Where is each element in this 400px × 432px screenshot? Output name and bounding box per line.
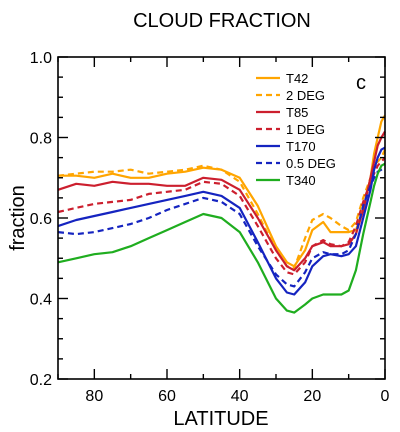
legend-label: 2 DEG: [286, 88, 325, 103]
legend-label: T170: [286, 139, 316, 154]
y-tick-label: 1.0: [30, 50, 52, 67]
x-tick-label: 20: [303, 388, 321, 405]
series-line-t85: [57, 130, 386, 272]
series-line-t170: [57, 146, 386, 296]
x-tick-label: 40: [231, 388, 249, 405]
axis-ticks: 80 60 40 20 0 0.2 0.4 0.6 0.8 1.0: [30, 50, 390, 405]
legend-label: 1 DEG: [286, 122, 325, 137]
x-axis-title: LATITUDE: [173, 408, 268, 430]
y-tick-label: 0.6: [30, 211, 52, 228]
chart-title: CLOUD FRACTION: [133, 10, 311, 32]
y-tick-label: 0.2: [30, 372, 52, 389]
y-axis-title: fraction: [7, 185, 29, 251]
panel-label: c: [356, 72, 366, 94]
x-tick-label: 80: [85, 388, 103, 405]
series-line-2-deg: [57, 149, 387, 270]
legend: T42 2 DEG T85 1 DEG T170 0.5 DEG T340: [256, 71, 336, 188]
legend-label: 0.5 DEG: [286, 156, 336, 171]
x-tick-label: 0: [381, 388, 390, 405]
x-tick-label: 60: [158, 388, 176, 405]
y-tick-label: 0.4: [30, 292, 52, 309]
plot-area: [57, 114, 387, 314]
y-tick-label: 0.8: [30, 131, 52, 148]
legend-label: T340: [286, 173, 316, 188]
legend-label: T42: [286, 71, 308, 86]
series-line-t340: [57, 162, 386, 314]
series-line-t42: [58, 114, 386, 268]
legend-label: T85: [286, 105, 308, 120]
series-line-0-5-deg: [57, 166, 386, 288]
series-line-1-deg: [57, 156, 386, 276]
